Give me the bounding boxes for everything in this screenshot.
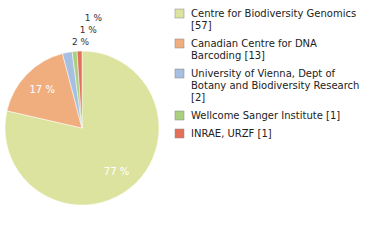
legend-swatch bbox=[175, 111, 184, 120]
legend-label: University of Vienna, Dept ofBotany and … bbox=[191, 68, 359, 103]
pie: 77 % 17 % 2 % 1 % 1 % bbox=[5, 13, 159, 205]
legend: Centre for Biodiversity Genomics[57] Cana… bbox=[175, 8, 359, 139]
pie-slice bbox=[5, 51, 159, 205]
legend-label: Canadian Centre for DNABarcoding [13] bbox=[191, 38, 317, 61]
pie-slice bbox=[72, 51, 82, 128]
slice-label: 1 % bbox=[80, 25, 98, 35]
chart: 77 % 17 % 2 % 1 % 1 % Centre for Biodiversity… bbox=[0, 0, 380, 240]
pie-slice bbox=[62, 52, 82, 128]
legend-swatch bbox=[175, 39, 184, 48]
legend-label: Wellcome Sanger Institute [1] bbox=[191, 110, 340, 121]
pie-slice bbox=[77, 51, 82, 128]
legend-label: Centre for Biodiversity Genomics[57] bbox=[191, 8, 356, 31]
slice-label: 77 % bbox=[104, 166, 129, 177]
slice-label: 2 % bbox=[72, 37, 90, 47]
legend-swatch bbox=[175, 69, 184, 78]
slice-label: 1 % bbox=[85, 13, 103, 23]
slice-label: 17 % bbox=[29, 84, 54, 95]
legend-label: INRAE, URZF [1] bbox=[191, 128, 272, 139]
legend-swatch bbox=[175, 129, 184, 138]
legend-swatch bbox=[175, 9, 184, 18]
